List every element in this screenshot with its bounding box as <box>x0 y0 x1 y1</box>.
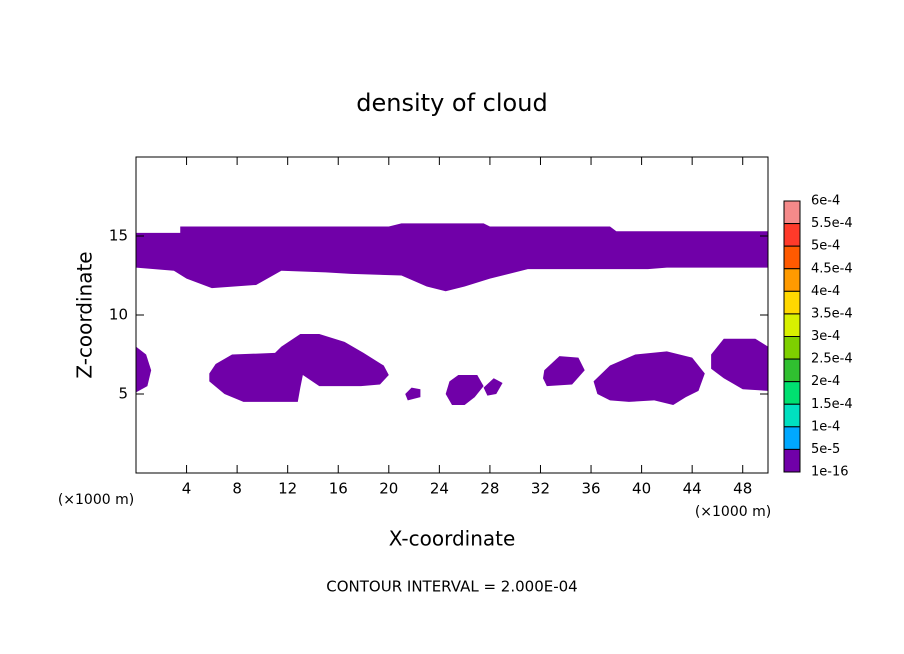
x-tick-label: 28 <box>480 480 499 498</box>
colorbar-label: 1e-16 <box>811 465 849 480</box>
contour-region <box>136 346 152 393</box>
colorbar-swatch <box>783 245 801 270</box>
x-tick-label: 36 <box>581 480 600 498</box>
x-tick-label: 48 <box>733 480 752 498</box>
colorbar-swatch <box>783 381 801 405</box>
contour-region <box>445 375 484 406</box>
colorbar-swatch <box>783 448 801 473</box>
colorbar-label: 5.5e-4 <box>811 216 853 231</box>
colorbar-swatch <box>783 223 801 247</box>
x-tick-label: 8 <box>232 480 242 498</box>
colorbar-swatch <box>783 426 801 450</box>
x-tick-label: 20 <box>379 480 398 498</box>
colorbar-swatch <box>783 358 801 383</box>
colorbar-label: 5e-4 <box>811 239 840 254</box>
contour-region <box>209 333 389 402</box>
colorbar-swatch <box>783 403 801 428</box>
contour-region <box>405 387 421 401</box>
x-unit: (×1000 m) <box>695 504 771 520</box>
contour-region <box>711 338 768 391</box>
x-tick-label: 12 <box>278 480 297 498</box>
x-unit: (×1000 m) <box>58 492 134 508</box>
x-tick-label: 16 <box>329 480 348 498</box>
colorbar-label: 1e-4 <box>811 419 840 434</box>
contour-region <box>593 351 705 406</box>
plot-frame <box>135 156 769 474</box>
contour-region <box>483 378 503 396</box>
x-tick-label: 32 <box>531 480 550 498</box>
footer-note: CONTOUR INTERVAL = 2.000E-04 <box>326 578 577 596</box>
colorbar-label: 4.5e-4 <box>811 261 853 276</box>
colorbar-label: 3.5e-4 <box>811 306 853 321</box>
colorbar-label: 3e-4 <box>811 329 840 344</box>
x-axis-label: X-coordinate <box>389 527 516 551</box>
colorbar-swatch <box>783 336 801 360</box>
colorbar-label: 1.5e-4 <box>811 397 853 412</box>
x-tick-label: 40 <box>632 480 651 498</box>
colorbar-label: 4e-4 <box>811 284 840 299</box>
colorbar-label: 6e-4 <box>811 194 840 209</box>
x-tick-label: 44 <box>683 480 702 498</box>
colorbar-swatch <box>783 313 801 337</box>
contour-region <box>543 356 585 387</box>
colorbar-swatch <box>783 290 801 315</box>
colorbar-swatch <box>783 200 801 225</box>
y-axis-label: Z-coordinate <box>73 251 97 378</box>
colorbar-label: 2.5e-4 <box>811 352 853 367</box>
x-tick-label: 24 <box>430 480 449 498</box>
colorbar-label: 5e-5 <box>811 442 840 457</box>
colorbar-swatch <box>783 268 801 292</box>
y-tick-label: 10 <box>109 306 128 324</box>
contour-region <box>136 223 768 292</box>
x-tick-label: 4 <box>182 480 192 498</box>
colorbar-label: 2e-4 <box>811 374 840 389</box>
y-tick-label: 15 <box>109 227 128 245</box>
y-tick-label: 5 <box>118 385 128 403</box>
chart-title: density of cloud <box>356 89 547 117</box>
